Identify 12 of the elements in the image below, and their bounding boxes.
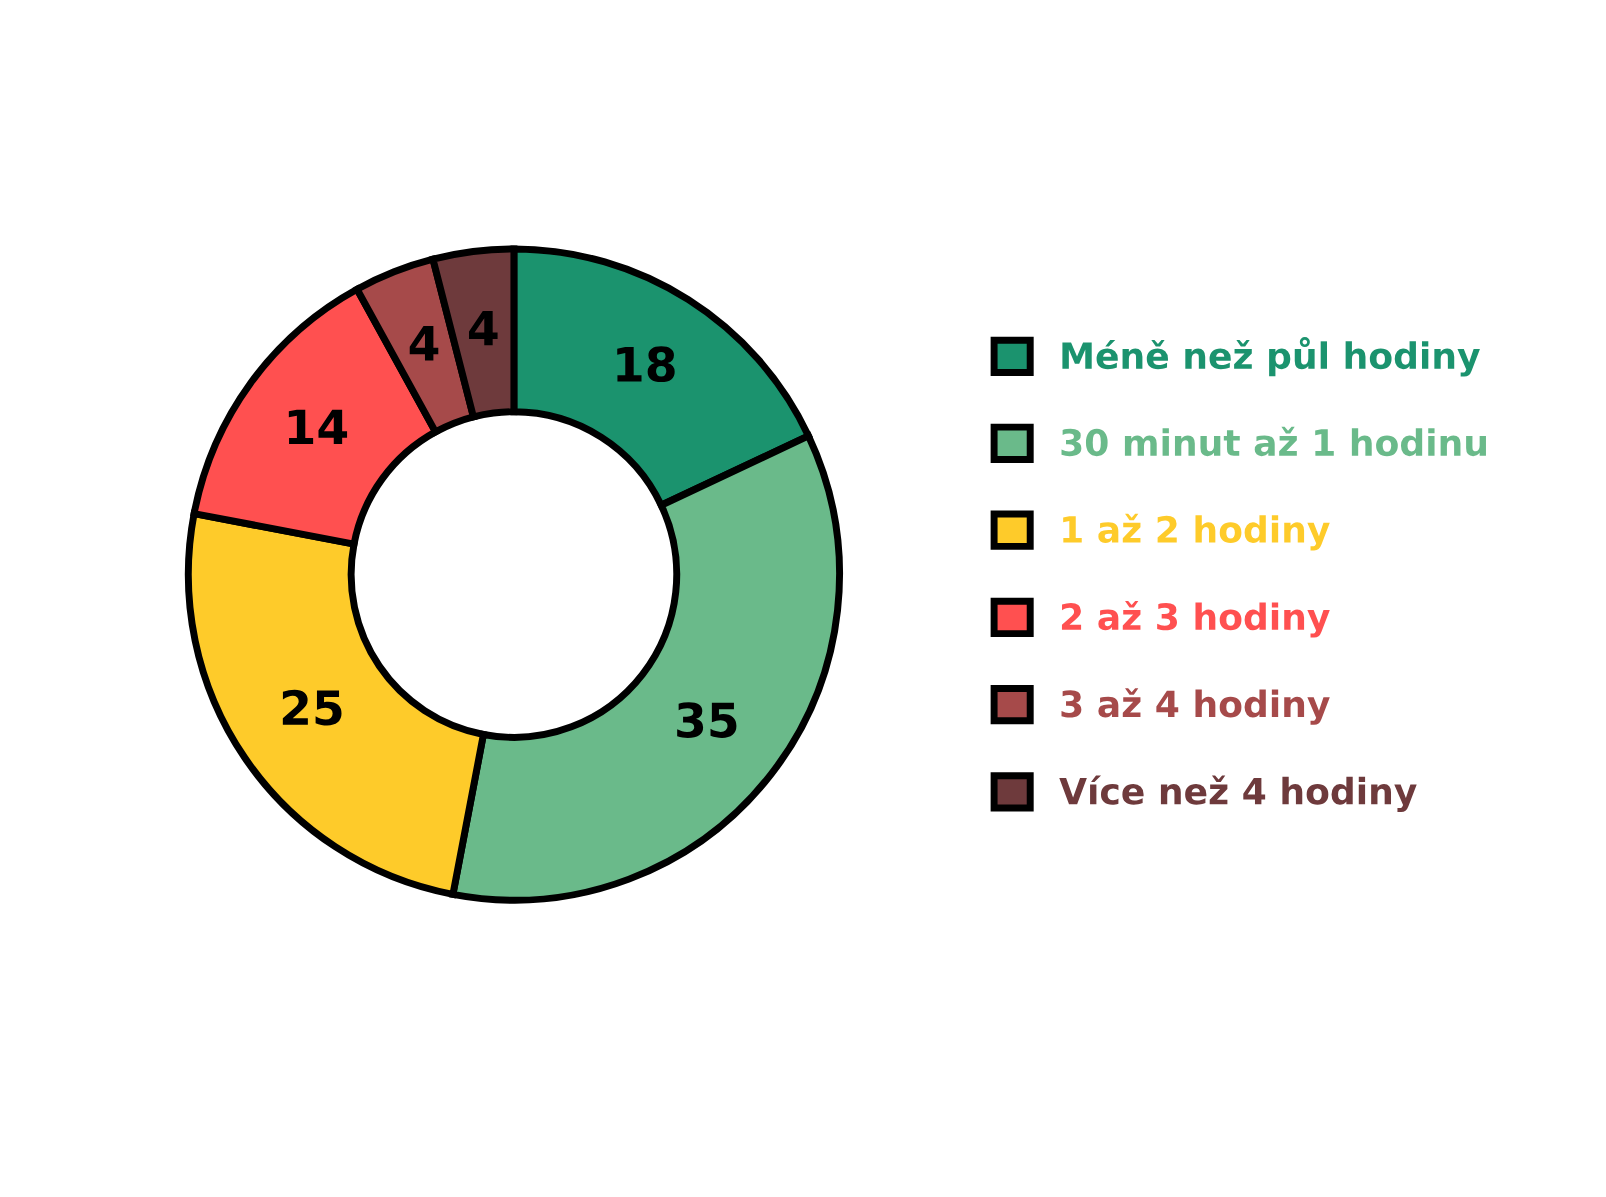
data-label: 4 bbox=[469, 310, 498, 346]
legend-label: Méně než půl hodiny bbox=[1062, 337, 1480, 377]
legend-label: 2 až 3 hodiny bbox=[1061, 600, 1330, 638]
legend-label: Více než 4 hodiny bbox=[1059, 775, 1417, 813]
data-label: 35 bbox=[677, 702, 737, 738]
data-label: 25 bbox=[282, 689, 342, 726]
legend-label: 1 až 2 hodiny bbox=[1063, 513, 1330, 551]
data-label: 18 bbox=[617, 346, 675, 383]
legend-label: 3 až 4 hodiny bbox=[1061, 688, 1330, 725]
legend-label: 30 minut až 1 hodinu bbox=[1061, 426, 1486, 457]
data-label: 4 bbox=[409, 326, 439, 361]
data-label: 14 bbox=[288, 409, 348, 445]
